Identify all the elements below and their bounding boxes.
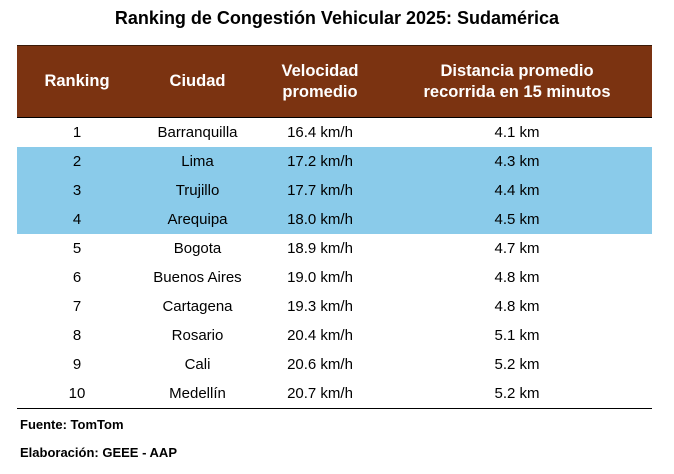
cell-velocidad: 19.0 km/h — [287, 269, 353, 286]
header-distancia-line2: recorrida en 15 minutos — [423, 82, 611, 101]
cell-ciudad: Lima — [181, 153, 214, 170]
ranking-table: Ranking Ciudad Velocidad promedio Distan… — [17, 45, 652, 409]
cell-distancia: 4.4 km — [494, 182, 540, 199]
cell-distancia: 5.2 km — [494, 356, 540, 373]
cell-ranking: 9 — [72, 356, 82, 373]
table-row: 9 Cali 20.6 km/h 5.2 km — [17, 350, 652, 379]
table-row: 2 Lima 17.2 km/h 4.3 km — [17, 147, 652, 176]
header-ranking: Ranking — [44, 72, 110, 90]
cell-ciudad: Medellín — [169, 385, 226, 402]
header-velocidad-line1: Velocidad — [281, 61, 359, 80]
cell-ranking: 3 — [72, 182, 82, 199]
credit-note: Elaboración: GEEE - AAP — [20, 445, 177, 460]
table-row: 3 Trujillo 17.7 km/h 4.4 km — [17, 176, 652, 205]
cell-ciudad: Cartagena — [162, 298, 233, 315]
cell-ranking: 8 — [72, 327, 82, 344]
table-row: 5 Bogota 18.9 km/h 4.7 km — [17, 234, 652, 263]
cell-distancia: 4.8 km — [494, 298, 540, 315]
cell-ranking: 7 — [72, 298, 82, 315]
table-row: 7 Cartagena 19.3 km/h 4.8 km — [17, 292, 652, 321]
header-distancia-line1: Distancia promedio — [440, 61, 594, 80]
cell-velocidad: 20.4 km/h — [287, 327, 353, 344]
cell-ciudad: Buenos Aires — [153, 269, 242, 286]
cell-velocidad: 20.7 km/h — [287, 385, 353, 402]
cell-distancia: 4.3 km — [494, 153, 540, 170]
cell-ranking: 4 — [72, 211, 82, 228]
cell-ranking: 6 — [72, 269, 82, 286]
table-body: 1 Barranquilla 16.4 km/h 4.1 km 2 Lima 17.2 km… — [17, 118, 652, 408]
cell-distancia: 4.8 km — [494, 269, 540, 286]
table-row: 8 Rosario 20.4 km/h 5.1 km — [17, 321, 652, 350]
cell-ciudad: Cali — [184, 356, 211, 373]
cell-velocidad: 16.4 km/h — [287, 124, 353, 141]
source-note: Fuente: TomTom — [20, 417, 124, 432]
cell-ciudad: Arequipa — [167, 211, 228, 228]
header-velocidad-line2: promedio — [282, 82, 358, 101]
cell-distancia: 5.1 km — [494, 327, 540, 344]
cell-ciudad: Barranquilla — [157, 124, 238, 141]
cell-ciudad: Trujillo — [175, 182, 220, 199]
cell-ranking: 10 — [68, 385, 86, 402]
cell-distancia: 4.5 km — [494, 211, 540, 228]
cell-velocidad: 20.6 km/h — [287, 356, 353, 373]
header-distancia: Distancia promedio recorrida en 15 minut… — [382, 46, 652, 117]
header-velocidad: Velocidad promedio — [258, 46, 382, 117]
cell-distancia: 4.1 km — [494, 124, 540, 141]
page-title: Ranking de Congestión Vehicular 2025: Su… — [114, 8, 560, 28]
cell-velocidad: 18.9 km/h — [287, 240, 353, 257]
cell-ciudad: Rosario — [171, 327, 224, 344]
cell-ciudad: Bogota — [173, 240, 222, 257]
cell-ranking: 2 — [72, 153, 82, 170]
cell-velocidad: 18.0 km/h — [287, 211, 353, 228]
cell-ranking: 5 — [72, 240, 82, 257]
table-header: Ranking Ciudad Velocidad promedio Distan… — [17, 45, 652, 118]
header-ciudad: Ciudad — [169, 72, 226, 90]
table-row: 4 Arequipa 18.0 km/h 4.5 km — [17, 205, 652, 234]
cell-velocidad: 19.3 km/h — [287, 298, 353, 315]
table-row: 10 Medellín 20.7 km/h 5.2 km — [17, 379, 652, 408]
cell-distancia: 4.7 km — [494, 240, 540, 257]
cell-velocidad: 17.2 km/h — [287, 153, 353, 170]
table-row: 6 Buenos Aires 19.0 km/h 4.8 km — [17, 263, 652, 292]
table-row: 1 Barranquilla 16.4 km/h 4.1 km — [17, 118, 652, 147]
cell-velocidad: 17.7 km/h — [287, 182, 353, 199]
cell-distancia: 5.2 km — [494, 385, 540, 402]
cell-ranking: 1 — [72, 124, 82, 141]
